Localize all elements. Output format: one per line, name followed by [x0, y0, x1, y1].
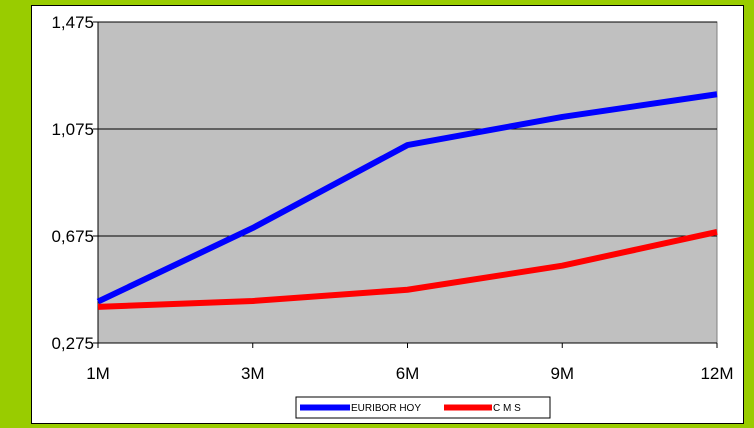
x-axis-tick-labels: 1M 3M 6M 9M 12M: [86, 364, 733, 383]
series-line-cms: [97, 229, 718, 310]
x-tick-label: 9M: [550, 364, 574, 383]
series-lines: [96, 91, 718, 310]
x-tick-label: 6M: [396, 364, 420, 383]
y-tick-label: 1,075: [51, 120, 94, 139]
series-line-euribor-hoy: [96, 91, 718, 305]
legend-label-euribor: EURIBOR HOY: [351, 403, 421, 414]
legend: EURIBOR HOY C M S: [295, 396, 551, 419]
axes: [93, 21, 718, 348]
plot-area: [97, 21, 718, 344]
y-axis-tick-labels: 1,475 1,075 0,675 0,275: [51, 13, 94, 353]
x-tick-label: 1M: [86, 364, 110, 383]
y-tick-label: 1,475: [51, 13, 94, 32]
x-tick-label: 12M: [700, 364, 733, 383]
legend-label-cms: C M S: [493, 403, 521, 414]
x-tick-label: 3M: [241, 364, 265, 383]
y-tick-label: 0,675: [51, 227, 94, 246]
y-tick-label: 0,275: [51, 334, 94, 353]
legend-box: [295, 396, 551, 419]
